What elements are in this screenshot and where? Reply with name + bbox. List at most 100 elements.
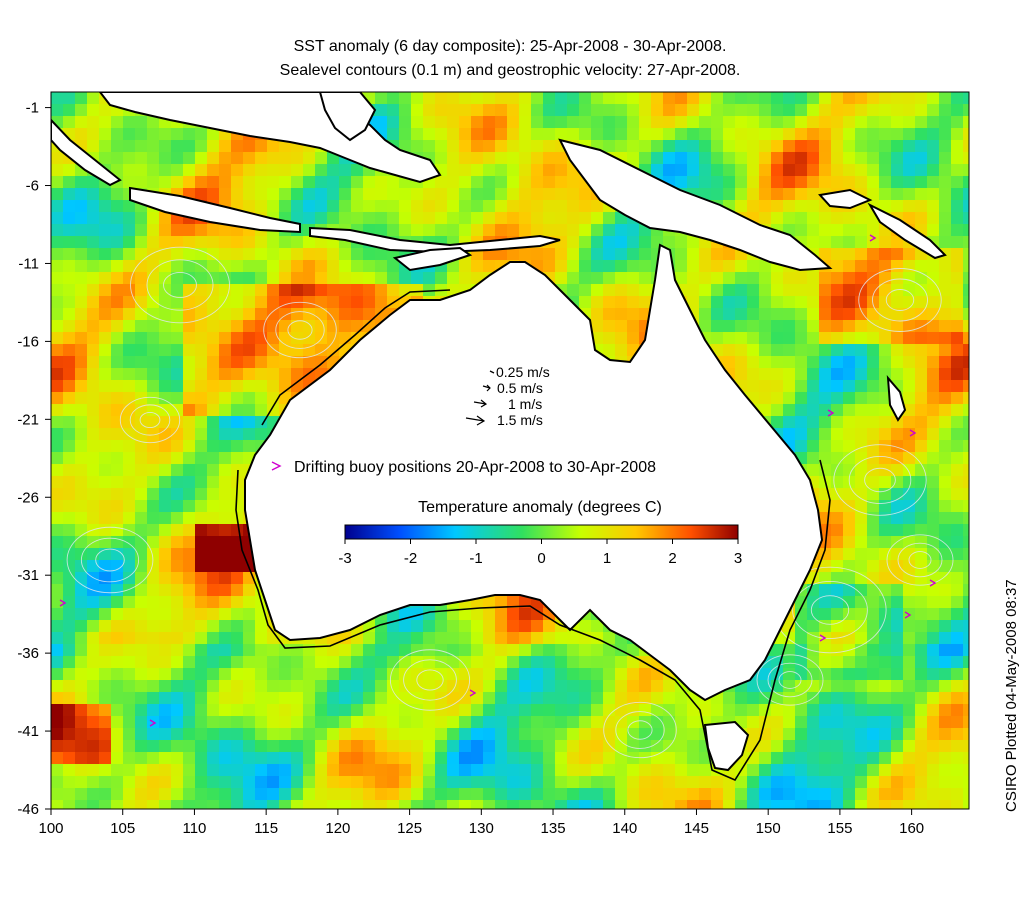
colorbar-tick-label: 2 — [668, 550, 676, 567]
sst-cell — [867, 620, 880, 633]
sst-cell — [135, 716, 148, 729]
sst-cell — [219, 704, 232, 717]
sst-cell — [939, 356, 952, 369]
sst-cell — [927, 164, 940, 177]
sst-cell — [567, 116, 580, 129]
sst-cell — [951, 248, 964, 261]
sst-cell — [615, 764, 628, 777]
sst-cell — [843, 308, 856, 321]
sst-cell — [531, 788, 544, 801]
sst-cell — [123, 140, 136, 153]
contour-line — [130, 246, 230, 324]
sst-cell — [243, 584, 256, 597]
sst-cell — [591, 224, 604, 237]
sst-cell — [63, 752, 76, 765]
sst-cell — [579, 224, 592, 237]
sst-cell — [183, 764, 196, 777]
sst-cell — [99, 644, 112, 657]
sst-cell — [951, 464, 964, 477]
sst-cell — [447, 92, 460, 105]
sst-cell — [267, 728, 280, 741]
sst-cell — [231, 356, 244, 369]
sst-cell — [63, 416, 76, 429]
sst-cell — [195, 224, 208, 237]
sst-cell — [423, 224, 436, 237]
sst-cell — [99, 656, 112, 669]
sst-cell — [915, 764, 928, 777]
sst-cell — [447, 620, 460, 633]
sst-cell — [123, 776, 136, 789]
sst-cell — [207, 452, 220, 465]
sst-cell — [207, 524, 220, 537]
sst-cell — [807, 104, 820, 117]
sst-cell — [435, 200, 448, 213]
sst-cell — [939, 800, 952, 809]
sst-cell — [831, 224, 844, 237]
sst-cell — [555, 740, 568, 753]
sst-cell — [75, 716, 88, 729]
x-tick-label: 100 — [38, 820, 63, 837]
sst-cell — [87, 644, 100, 657]
sst-cell — [171, 260, 184, 273]
sst-cell — [183, 416, 196, 429]
sst-cell — [231, 788, 244, 801]
sst-cell — [207, 416, 220, 429]
sst-cell — [51, 92, 64, 105]
sst-cell — [927, 500, 940, 513]
sst-cell — [207, 740, 220, 753]
sst-cell — [459, 764, 472, 777]
sst-cell — [75, 188, 88, 201]
sst-cell — [603, 752, 616, 765]
sst-cell — [99, 752, 112, 765]
sst-cell — [903, 404, 916, 417]
x-tick-label: 115 — [254, 820, 278, 837]
sst-cell — [291, 188, 304, 201]
sst-cell — [675, 776, 688, 789]
sst-cell — [483, 200, 496, 213]
sst-cell — [783, 104, 796, 117]
sst-cell — [183, 632, 196, 645]
sst-cell — [891, 716, 904, 729]
sst-cell — [915, 356, 928, 369]
sst-cell — [927, 332, 940, 345]
sst-cell — [687, 116, 700, 129]
sst-cell — [615, 692, 628, 705]
sst-cell — [111, 368, 124, 381]
sst-cell — [243, 260, 256, 273]
y-tick-label: -26 — [17, 489, 39, 506]
sst-cell — [531, 152, 544, 165]
sst-cell — [771, 296, 784, 309]
sst-cell — [63, 212, 76, 225]
sst-cell — [903, 188, 916, 201]
sst-cell — [639, 236, 652, 249]
sst-cell — [831, 296, 844, 309]
sst-cell — [87, 116, 100, 129]
sst-cell — [639, 680, 652, 693]
sst-cell — [339, 740, 352, 753]
sst-cell — [387, 644, 400, 657]
sst-cell — [87, 632, 100, 645]
sst-cell — [123, 236, 136, 249]
sst-cell — [147, 572, 160, 585]
sst-cell — [963, 320, 969, 333]
sst-cell — [843, 344, 856, 357]
sst-cell — [99, 788, 112, 801]
sst-cell — [651, 152, 664, 165]
sst-cell — [807, 620, 820, 633]
sst-cell — [291, 272, 304, 285]
sst-cell — [219, 680, 232, 693]
sst-cell — [243, 368, 256, 381]
sst-cell — [867, 764, 880, 777]
sst-cell — [531, 92, 544, 105]
sst-cell — [879, 104, 892, 117]
sst-cell — [963, 560, 969, 573]
sst-cell — [855, 800, 868, 809]
sst-cell — [459, 800, 472, 809]
sst-cell — [603, 764, 616, 777]
sst-cell — [531, 752, 544, 765]
sst-cell — [111, 800, 124, 809]
sst-cell — [315, 344, 328, 357]
sst-cell — [75, 656, 88, 669]
x-tick-label: 140 — [612, 820, 637, 837]
sst-cell — [387, 104, 400, 117]
